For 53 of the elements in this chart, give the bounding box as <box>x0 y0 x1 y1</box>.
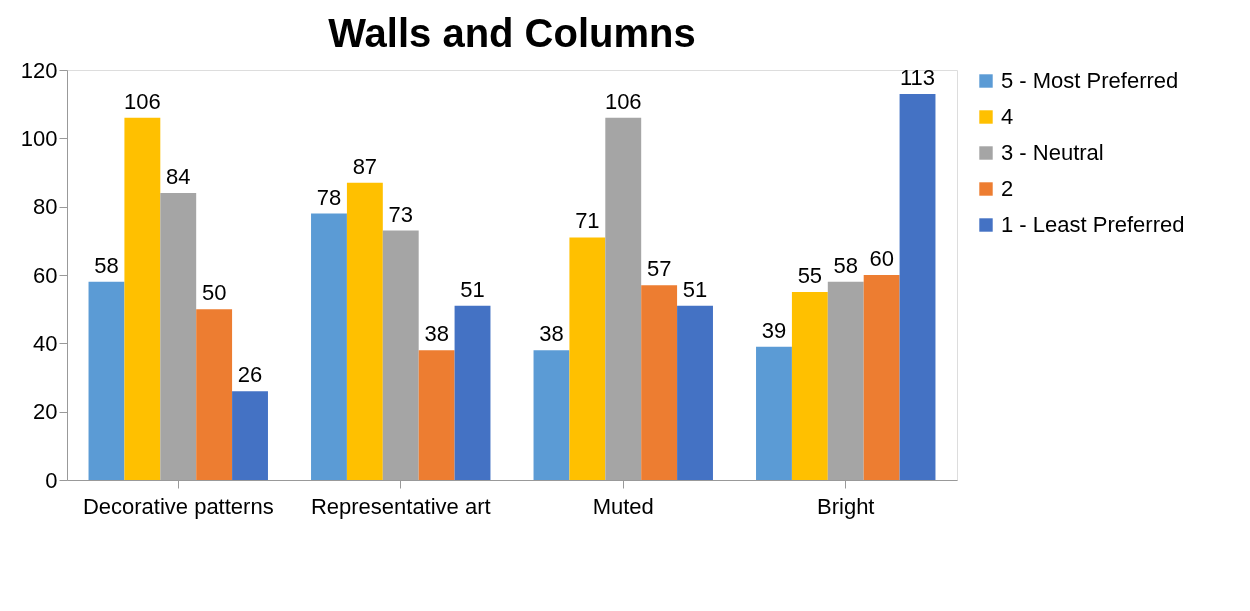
legend-label: 1 - Least Preferred <box>1001 212 1185 237</box>
data-label: 106 <box>124 88 161 114</box>
x-tick-label: Muted <box>592 493 654 519</box>
data-label: 106 <box>604 88 642 114</box>
bar <box>533 350 570 480</box>
y-tick-label: 120 <box>20 57 58 83</box>
data-label: 73 <box>388 201 413 227</box>
data-label: 84 <box>166 164 191 189</box>
data-label: 51 <box>460 276 485 302</box>
y-tick-label: 0 <box>45 467 58 493</box>
bar <box>756 346 792 480</box>
bar <box>641 285 678 480</box>
data-label: 60 <box>869 246 894 271</box>
bar <box>124 117 161 480</box>
bar <box>196 309 233 480</box>
data-label: 113 <box>899 64 936 90</box>
x-tick-label: Decorative patterns <box>82 493 274 519</box>
x-tick-label: Representative art <box>310 493 491 519</box>
bar <box>899 93 936 480</box>
data-label: 58 <box>833 252 858 278</box>
y-tick-label: 20 <box>33 399 58 425</box>
data-label: 38 <box>424 321 449 347</box>
bar <box>677 305 713 480</box>
data-label: 58 <box>94 252 119 278</box>
legend-label: 3 - Neutral <box>1001 140 1104 165</box>
y-tick-label: 60 <box>33 262 58 288</box>
data-label: 38 <box>539 321 564 347</box>
chart-title: Walls and Columns <box>328 11 696 55</box>
x-tick-label: Bright <box>817 493 875 519</box>
bar <box>454 305 491 480</box>
data-label: 78 <box>316 184 342 210</box>
data-label: 26 <box>237 362 263 388</box>
data-label: 57 <box>646 256 672 282</box>
legend-label: 2 <box>1001 176 1014 201</box>
bar <box>863 275 900 480</box>
data-label: 55 <box>797 263 823 289</box>
legend-label: 5 - Most Preferred <box>1001 68 1179 93</box>
bar <box>88 281 125 480</box>
y-tick-label: 100 <box>20 125 58 151</box>
bar <box>791 292 828 480</box>
legend-label: 4 <box>1001 104 1014 129</box>
bar <box>311 213 347 480</box>
y-tick-label: 80 <box>33 194 58 220</box>
data-label: 50 <box>201 280 227 306</box>
data-label: 51 <box>682 276 708 302</box>
bar <box>418 350 455 480</box>
data-label: 87 <box>352 153 378 179</box>
data-label: 39 <box>761 317 787 343</box>
data-label: 71 <box>575 208 600 234</box>
bar <box>569 237 606 480</box>
y-tick-label: 40 <box>33 330 58 356</box>
bar <box>346 182 383 480</box>
bar <box>232 391 268 480</box>
